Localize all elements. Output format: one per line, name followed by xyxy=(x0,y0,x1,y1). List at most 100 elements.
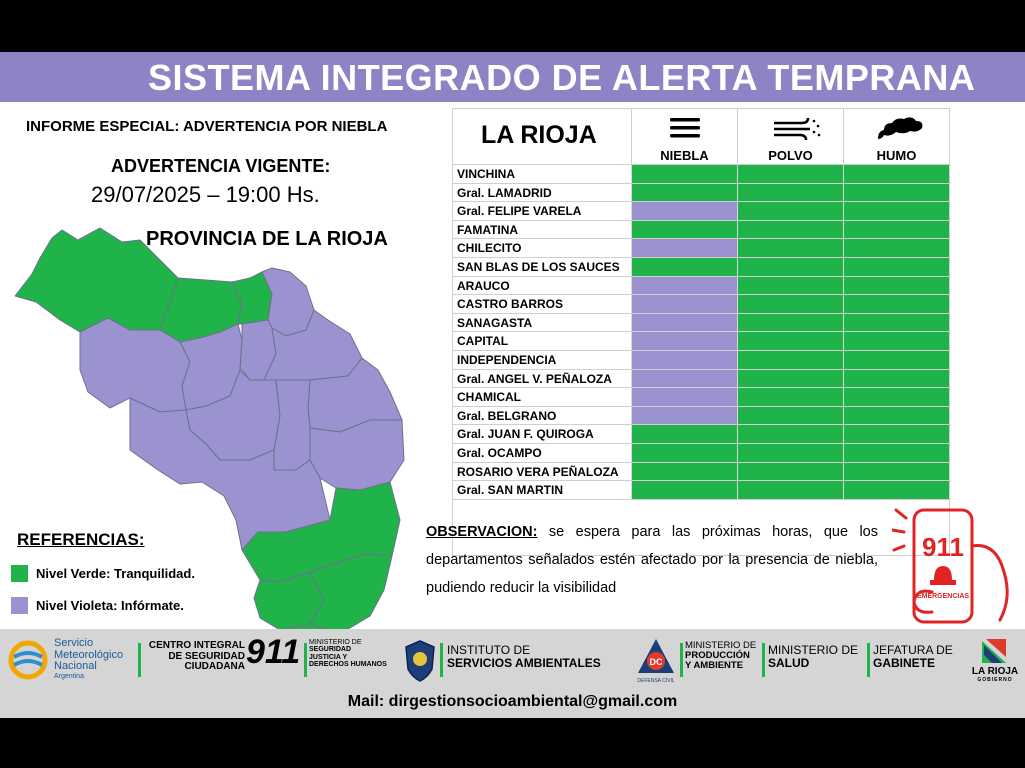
civil-defense-logo-icon: DC DEFENSA CIVIL xyxy=(637,639,675,684)
fog-icon xyxy=(670,118,700,138)
alert-level-cell xyxy=(631,202,737,220)
alert-level-cell xyxy=(843,183,949,202)
header-bar xyxy=(0,52,1025,102)
smn-logo-icon xyxy=(8,640,48,680)
observation-text: OBSERVACION: se espera para las próximas… xyxy=(426,518,878,602)
reference-green-swatch xyxy=(11,565,28,582)
alert-level-cell xyxy=(843,425,949,443)
warning-label: ADVERTENCIA VIGENTE: xyxy=(111,156,331,176)
smoke-icon xyxy=(878,117,923,139)
alert-level-cell xyxy=(843,239,949,257)
alert-level-cell xyxy=(737,481,843,499)
cis-text: CENTRO INTEGRAL DE SEGURIDAD CIUDADANA xyxy=(148,640,245,672)
alert-level-cell xyxy=(843,258,949,276)
table-row: Gral. LAMADRID xyxy=(453,183,951,203)
ministry-security-text: MINISTERIO DE SEGURIDAD JUSTICIA Y DERECHOS… xyxy=(309,639,387,669)
observation-body: se espera para las próximas horas, que l… xyxy=(426,524,878,596)
cabinet-text: JEFATURA DE GABINETE xyxy=(873,643,953,670)
alert-level-cell xyxy=(737,165,843,183)
alert-level-cell xyxy=(737,444,843,462)
alert-level-cell xyxy=(737,183,843,202)
province-title: PROVINCIA DE LA RIOJA xyxy=(146,228,388,250)
report-title: INFORME ESPECIAL: ADVERTENCIA POR NIEBLA xyxy=(26,118,388,135)
province-map xyxy=(14,227,405,640)
alert-level-cell xyxy=(843,462,949,481)
observation-label: OBSERVACION: xyxy=(426,524,538,540)
alert-level-cell xyxy=(631,444,737,462)
footer-separator xyxy=(440,643,443,677)
department-name: Gral. SAN MARTIN xyxy=(457,483,564,498)
department-name: Gral. JUAN F. QUIROGA xyxy=(457,427,594,442)
alert-level-cell xyxy=(843,444,949,462)
environment-text: INSTITUTO DE SERVICIOS AMBIENTALES xyxy=(447,643,601,670)
department-name: SANAGASTA xyxy=(457,315,533,330)
department-name: Gral. BELGRANO xyxy=(457,408,557,423)
alert-level-cell xyxy=(737,351,843,369)
department-name: CHAMICAL xyxy=(457,390,521,405)
alert-level-cell xyxy=(631,462,737,481)
table-header: LA RIOJA NIEBLA POLVO xyxy=(453,109,951,165)
map-department-vinchina xyxy=(14,227,179,333)
table-region-title: LA RIOJA xyxy=(481,121,597,149)
alert-level-cell xyxy=(631,295,737,313)
map-department-vera-penaloza xyxy=(309,553,393,635)
la-rioja-government-logo-icon xyxy=(982,639,1006,663)
alert-level-cell xyxy=(631,183,737,202)
table-row: Gral. JUAN F. QUIROGA xyxy=(453,425,951,444)
police-shield-icon xyxy=(405,640,435,682)
reference-violet-swatch xyxy=(11,597,28,614)
alert-level-cell xyxy=(843,332,949,350)
alert-level-cell xyxy=(631,369,737,388)
emergency-number: 911 xyxy=(922,532,964,562)
alert-level-cell xyxy=(631,425,737,443)
column-header-humo: HUMO xyxy=(843,109,949,165)
column-label: HUMO xyxy=(876,148,917,163)
alert-level-cell xyxy=(843,295,949,313)
header: SISTEMA INTEGRADO DE ALERTA TEMPRANA xyxy=(0,52,1025,102)
emergency-label: EMERGENCIAS xyxy=(917,593,969,600)
reference-green-label: Nivel Verde: Tranquilidad. xyxy=(36,566,195,581)
alert-level-cell xyxy=(631,406,737,425)
table-row: ROSARIO VERA PEÑALOZA xyxy=(453,462,951,482)
map-department-belgrano xyxy=(309,419,405,491)
svg-text:DEFENSA CIVIL: DEFENSA CIVIL xyxy=(637,678,674,684)
footer-separator xyxy=(867,643,870,677)
ministry-health-text: MINISTERIO DE SALUD xyxy=(768,643,859,670)
alert-level-cell xyxy=(737,425,843,443)
ministry-production-text: MINISTERIO DE PRODUCCIÓN Y AMBIENTE xyxy=(685,640,757,671)
column-label: POLVO xyxy=(768,148,813,163)
footer-separator xyxy=(304,643,307,677)
alert-level-cell xyxy=(631,258,737,276)
alert-level-cell xyxy=(737,388,843,406)
column-header-niebla: NIEBLA xyxy=(631,109,737,165)
alert-level-cell xyxy=(737,406,843,425)
column-label: NIEBLA xyxy=(660,148,709,163)
department-name: VINCHINA xyxy=(457,167,516,181)
alert-level-cell xyxy=(737,313,843,332)
footer-separator xyxy=(138,643,141,677)
alert-level-cell xyxy=(843,202,949,220)
table-row: CASTRO BARROS xyxy=(453,295,951,314)
table-row: CAPITAL xyxy=(453,332,951,351)
alert-level-cell xyxy=(737,276,843,295)
dust-wind-icon xyxy=(774,117,821,141)
alert-level-cell xyxy=(631,388,737,406)
department-name: CASTRO BARROS xyxy=(457,297,564,312)
table-row: VINCHINA xyxy=(453,165,951,184)
table-row: INDEPENDENCIA xyxy=(453,351,951,370)
table-row: Gral. FELIPE VARELA xyxy=(453,202,951,221)
department-name: ROSARIO VERA PEÑALOZA xyxy=(457,464,619,479)
table-row: Gral. SAN MARTIN xyxy=(453,481,951,500)
alert-level-cell xyxy=(631,313,737,332)
alert-level-cell xyxy=(631,332,737,350)
contact-mail: Mail: dirgestionsocioambiental@gmail.com xyxy=(347,693,678,710)
alert-slide: SISTEMA INTEGRADO DE ALERTA TEMPRANA INF… xyxy=(0,52,1025,718)
page-title: SISTEMA INTEGRADO DE ALERTA TEMPRANA xyxy=(148,57,976,98)
table-row: SAN BLAS DE LOS SAUCES xyxy=(453,258,951,277)
alert-level-cell xyxy=(843,276,949,295)
table-row: Gral. BELGRANO xyxy=(453,406,951,426)
map-department-penaloza xyxy=(129,397,331,551)
table-row: Gral. ANGEL V. PEÑALOZA xyxy=(453,369,951,389)
alert-table: LA RIOJA NIEBLA POLVO xyxy=(452,108,951,556)
department-name: CHILECITO xyxy=(457,241,522,256)
